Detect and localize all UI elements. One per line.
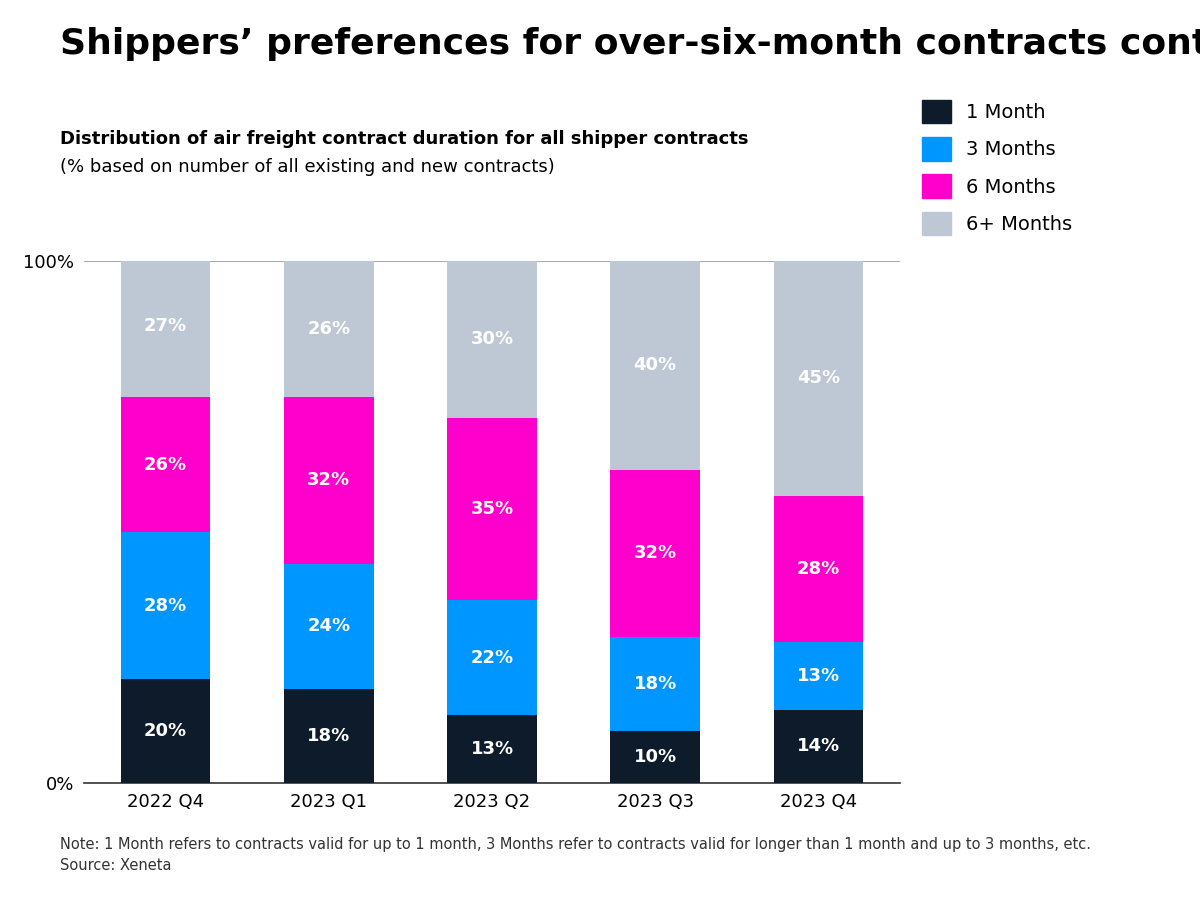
Bar [284, 689, 373, 783]
Bar [774, 710, 863, 783]
Bar [121, 533, 210, 679]
Text: Distribution of air freight contract duration for all shipper contracts: Distribution of air freight contract dur… [60, 130, 749, 148]
Text: Shippers’ preferences for over-six-month contracts continued to grow: Shippers’ preferences for over-six-month… [60, 27, 1200, 61]
Bar [121, 397, 210, 533]
Text: 20%: 20% [144, 722, 187, 740]
Bar [448, 418, 536, 600]
Text: 27%: 27% [144, 318, 187, 336]
Bar [774, 261, 863, 496]
Text: 32%: 32% [307, 472, 350, 490]
Text: 40%: 40% [634, 356, 677, 374]
Text: (% based on number of all existing and new contracts): (% based on number of all existing and n… [60, 158, 554, 176]
Legend: 1 Month, 3 Months, 6 Months, 6+ Months: 1 Month, 3 Months, 6 Months, 6+ Months [922, 100, 1073, 236]
Text: 28%: 28% [144, 597, 187, 615]
Bar [284, 563, 373, 689]
Text: 26%: 26% [144, 455, 187, 473]
Text: 18%: 18% [307, 727, 350, 745]
Bar [121, 256, 210, 397]
Bar [774, 642, 863, 710]
Bar [611, 731, 700, 783]
Text: 45%: 45% [797, 370, 840, 388]
Bar [448, 600, 536, 716]
Text: 35%: 35% [470, 500, 514, 518]
Bar [121, 679, 210, 783]
Bar [611, 261, 700, 470]
Bar [611, 637, 700, 731]
Text: 10%: 10% [634, 748, 677, 766]
Text: 28%: 28% [797, 560, 840, 578]
Text: 26%: 26% [307, 320, 350, 338]
Bar [774, 496, 863, 642]
Text: 13%: 13% [797, 667, 840, 685]
Text: 13%: 13% [470, 740, 514, 758]
Text: 32%: 32% [634, 544, 677, 562]
Bar [284, 261, 373, 397]
Bar [611, 470, 700, 637]
Bar [448, 716, 536, 783]
Text: 24%: 24% [307, 617, 350, 635]
Bar [284, 397, 373, 563]
Text: Source: Xeneta: Source: Xeneta [60, 858, 172, 873]
Text: 30%: 30% [470, 330, 514, 348]
Bar [448, 261, 536, 418]
Text: 18%: 18% [634, 675, 677, 693]
Text: Note: 1 Month refers to contracts valid for up to 1 month, 3 Months refer to con: Note: 1 Month refers to contracts valid … [60, 837, 1091, 852]
Text: 22%: 22% [470, 649, 514, 667]
Text: 14%: 14% [797, 737, 840, 755]
